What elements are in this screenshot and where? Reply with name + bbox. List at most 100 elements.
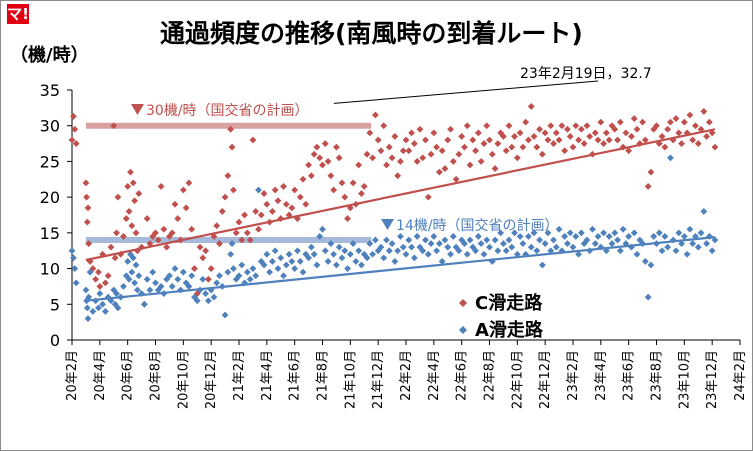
data-point xyxy=(711,143,719,151)
data-point xyxy=(131,197,139,205)
data-point xyxy=(449,158,457,165)
data-point xyxy=(472,147,479,155)
data-point xyxy=(444,243,452,251)
data-point xyxy=(313,261,321,269)
data-point xyxy=(243,268,251,276)
data-point xyxy=(138,243,145,251)
data-point xyxy=(622,129,630,137)
data-point xyxy=(433,143,441,151)
data-point xyxy=(191,265,198,272)
data-point xyxy=(102,279,109,287)
data-point xyxy=(558,122,566,130)
data-point xyxy=(341,247,349,255)
data-point xyxy=(641,136,649,144)
data-point xyxy=(377,147,385,155)
data-point xyxy=(463,122,471,130)
data-point xyxy=(628,133,635,140)
data-point xyxy=(228,240,236,247)
data-point xyxy=(307,172,315,180)
data-point xyxy=(120,283,127,290)
y-axis-unit-label: （機/時） xyxy=(10,45,89,66)
data-point xyxy=(708,129,716,137)
data-point xyxy=(508,243,516,251)
data-point xyxy=(552,129,560,137)
legend-label: A滑走路 xyxy=(475,319,544,341)
data-point xyxy=(664,243,672,251)
data-point xyxy=(508,143,516,151)
data-point xyxy=(480,250,488,258)
data-point xyxy=(333,143,340,151)
data-point xyxy=(113,290,120,297)
data-point xyxy=(519,143,527,151)
data-point xyxy=(511,133,518,140)
data-point xyxy=(163,275,171,283)
data-point xyxy=(227,250,235,258)
data-point xyxy=(349,179,357,187)
data-point xyxy=(174,275,182,283)
y-tick-label: 10 xyxy=(40,260,60,279)
data-point xyxy=(641,258,649,265)
reference-marker-icon xyxy=(131,104,144,115)
data-point xyxy=(680,233,688,240)
data-point xyxy=(363,254,371,262)
data-point xyxy=(527,243,535,251)
data-point xyxy=(653,122,660,130)
data-point xyxy=(614,236,621,244)
data-point xyxy=(296,258,304,265)
data-point xyxy=(427,240,435,247)
data-point xyxy=(218,208,226,215)
data-point xyxy=(516,233,524,240)
data-point xyxy=(572,122,580,130)
x-tick-label: 22年2月 xyxy=(399,350,414,401)
data-point xyxy=(111,254,119,262)
data-point xyxy=(678,140,685,147)
data-point xyxy=(413,158,421,165)
data-point xyxy=(338,179,346,187)
x-tick-label: 21年10月 xyxy=(343,350,358,409)
data-point xyxy=(83,218,91,226)
data-point xyxy=(260,190,268,197)
data-point xyxy=(224,172,232,180)
data-point xyxy=(686,111,694,119)
data-point xyxy=(455,247,463,255)
x-tick-label: 21年6月 xyxy=(288,350,303,401)
x-tick-label: 20年4月 xyxy=(93,350,108,401)
data-point xyxy=(380,122,388,130)
data-point xyxy=(516,129,524,137)
x-tick-label: 21年12月 xyxy=(371,350,386,409)
data-point xyxy=(266,268,274,276)
data-point xyxy=(658,247,666,255)
data-point xyxy=(210,293,218,301)
y-tick-label: 30 xyxy=(40,117,60,136)
data-point xyxy=(625,233,633,240)
data-point xyxy=(561,147,569,155)
data-point xyxy=(394,247,402,255)
data-point xyxy=(213,279,221,287)
data-point xyxy=(92,275,100,283)
data-point xyxy=(371,236,379,244)
y-tick-label: 0 xyxy=(50,331,60,350)
x-tick-label: 23年2月 xyxy=(566,350,581,401)
data-point xyxy=(152,229,159,237)
legend-marker-icon xyxy=(459,299,467,307)
data-point xyxy=(483,236,491,244)
data-point xyxy=(647,261,655,269)
data-point xyxy=(249,265,257,272)
data-point xyxy=(444,136,452,144)
data-point xyxy=(277,254,285,262)
data-point xyxy=(316,233,324,240)
data-point xyxy=(327,172,335,180)
y-tick-label: 5 xyxy=(50,295,60,314)
data-point xyxy=(402,250,410,258)
data-point xyxy=(154,286,162,294)
data-point xyxy=(486,136,493,144)
data-point xyxy=(455,150,463,158)
data-point xyxy=(82,286,90,294)
data-point xyxy=(513,154,521,162)
data-point xyxy=(132,261,140,269)
data-point xyxy=(469,136,477,144)
data-point xyxy=(500,240,507,247)
data-point xyxy=(380,254,388,262)
data-point xyxy=(633,250,641,258)
y-tick-label: 15 xyxy=(40,224,60,243)
